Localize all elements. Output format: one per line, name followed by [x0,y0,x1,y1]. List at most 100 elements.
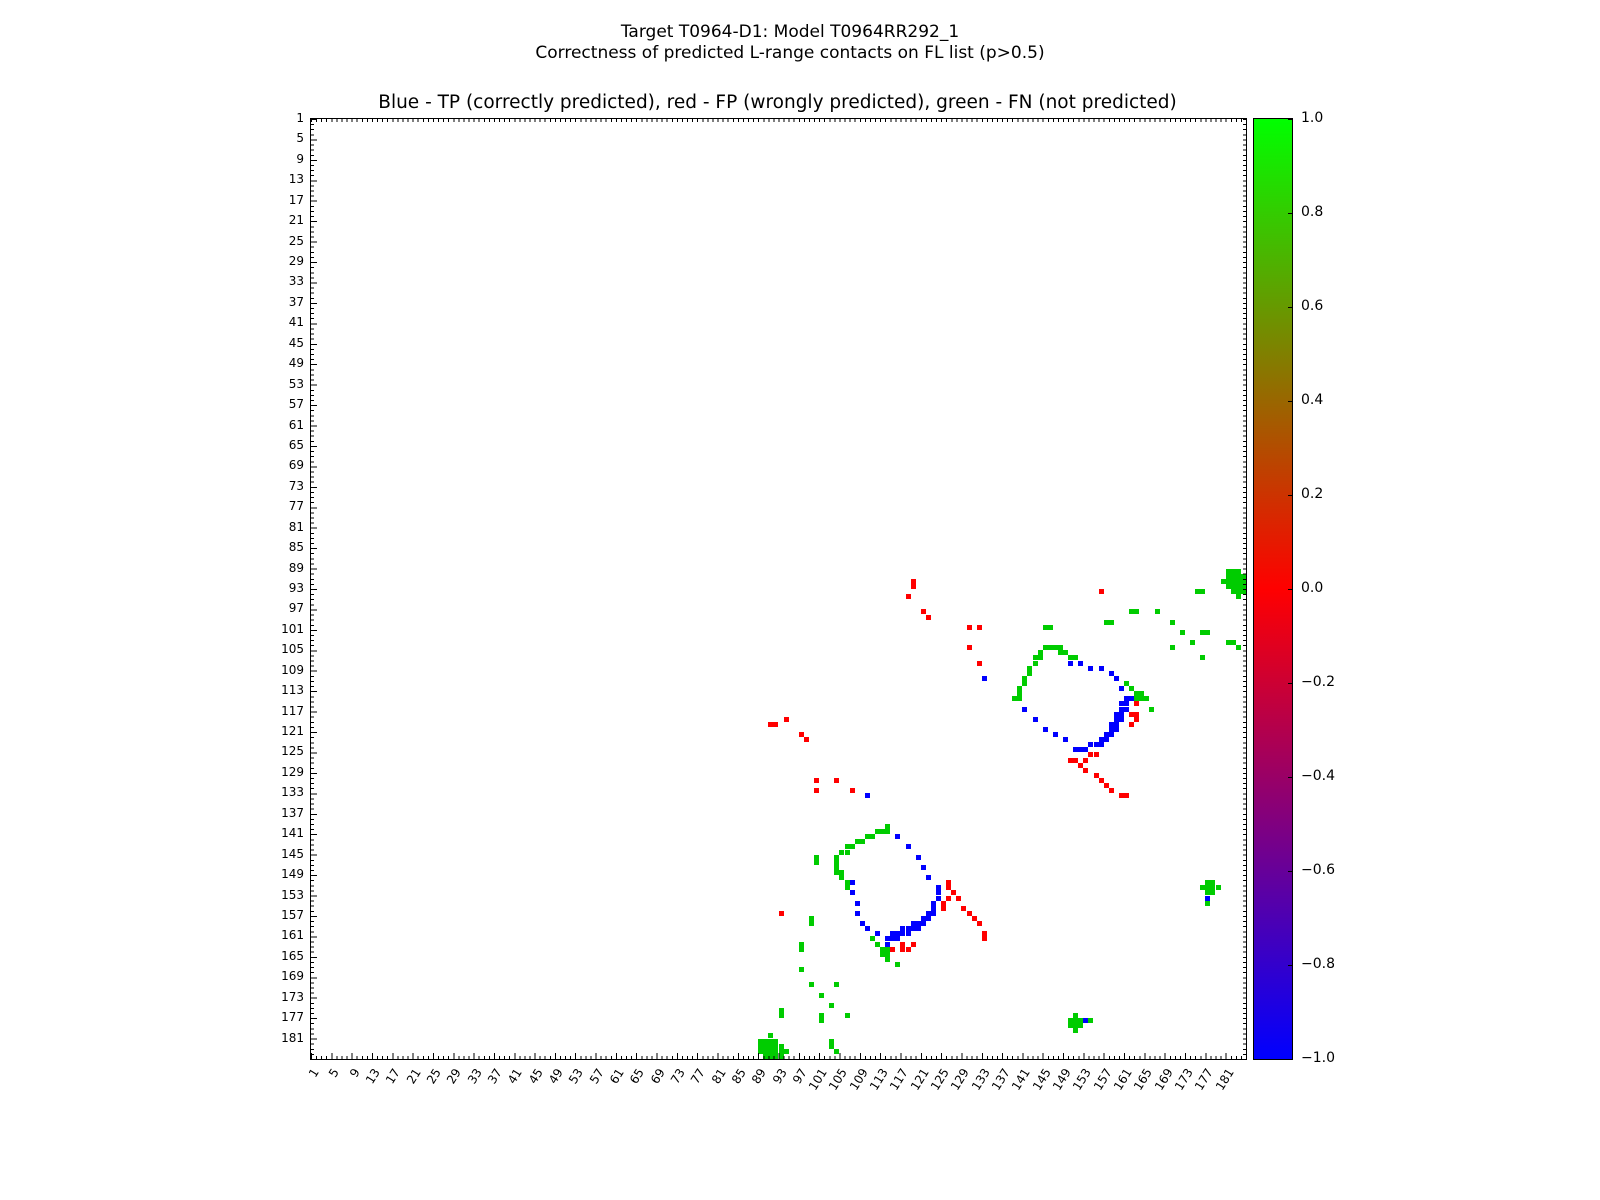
data-point [1200,589,1206,594]
data-point [936,895,942,901]
data-point [1083,757,1089,763]
data-point [758,1048,764,1054]
data-point [864,926,870,932]
data-point [768,1048,774,1054]
data-point [1240,589,1246,594]
data-point [1205,895,1211,901]
data-point [1149,706,1155,712]
data-point [885,936,891,942]
data-point [808,921,814,927]
data-point [910,941,916,947]
data-point [1037,655,1043,661]
data-point [854,839,860,845]
data-point [905,594,911,600]
y-tick-label: 165 [281,948,304,963]
colorbar [1253,118,1293,1060]
data-point [880,951,886,957]
data-point [783,716,789,722]
data-point [1098,589,1104,594]
data-point [1083,1018,1089,1024]
data-point [941,905,947,911]
data-point [905,931,911,937]
y-tick-label: 145 [281,846,304,861]
data-point [1169,645,1175,651]
data-point [1230,573,1236,579]
data-point [1073,1018,1079,1024]
data-point [920,609,926,615]
colorbar-tick-label: −1.0 [1301,1050,1335,1066]
data-point [951,890,957,896]
data-point [1093,772,1099,778]
data-point [768,1033,774,1039]
data-point [829,1043,835,1049]
data-point [1017,686,1023,692]
data-point [1027,670,1033,676]
data-point [1078,762,1084,768]
data-point [1052,732,1058,738]
data-point [1134,701,1140,707]
colorbar-tick-label: −0.6 [1301,862,1335,878]
data-point [859,839,865,845]
data-point [915,854,921,860]
data-point [849,880,855,886]
y-tick-label: 157 [281,907,304,922]
data-point [976,660,982,666]
y-tick-label: 29 [288,254,304,269]
data-point [834,859,840,865]
data-point [758,1038,764,1044]
data-point [920,915,926,921]
data-point [1210,880,1216,886]
data-point [1073,655,1079,661]
data-point [1129,711,1135,717]
data-point [1032,655,1038,661]
data-point [1230,589,1236,594]
data-point [1235,578,1241,584]
data-point [773,721,779,727]
y-tick-label: 93 [288,581,304,595]
data-point [930,900,936,906]
data-point [1078,660,1084,666]
data-point [778,1007,784,1013]
data-point [1057,650,1063,656]
y-tick-label: 33 [288,274,304,289]
y-tick-label: 53 [288,376,304,391]
data-point [920,921,926,927]
data-point [778,1053,784,1059]
data-point [859,921,865,927]
colorbar-tick-label: 1.0 [1301,110,1324,126]
data-point [1103,783,1109,789]
colorbar-tick-label: −0.4 [1301,768,1335,784]
data-point [829,1038,835,1044]
data-point [885,951,891,957]
y-tick-label: 133 [281,785,304,800]
data-point [778,910,784,916]
colorbar-tick-label: 0.4 [1301,392,1324,408]
data-point [1012,696,1018,702]
data-point [971,915,977,921]
data-point [905,844,911,850]
data-point [798,967,804,973]
data-point [1129,696,1135,702]
data-point [981,675,987,681]
data-point [1235,583,1241,589]
data-point [1235,568,1241,574]
data-point [1118,686,1124,692]
y-tick-label: 49 [288,356,304,371]
y-tick-label: 181 [281,1030,304,1045]
data-point [1063,650,1069,656]
data-point [1108,721,1114,727]
data-point [1215,885,1221,891]
data-point [783,1048,789,1054]
data-point [763,1048,769,1054]
data-point [1195,589,1201,594]
data-point [768,721,774,727]
y-tick-label: 85 [288,540,304,555]
data-point [798,946,804,952]
y-tick-label: 61 [288,417,304,432]
data-point [1124,706,1130,712]
data-point [976,624,982,630]
data-point [844,1013,850,1019]
data-point [1098,778,1104,784]
data-point [1225,573,1231,579]
y-tick-label: 177 [281,1010,304,1025]
